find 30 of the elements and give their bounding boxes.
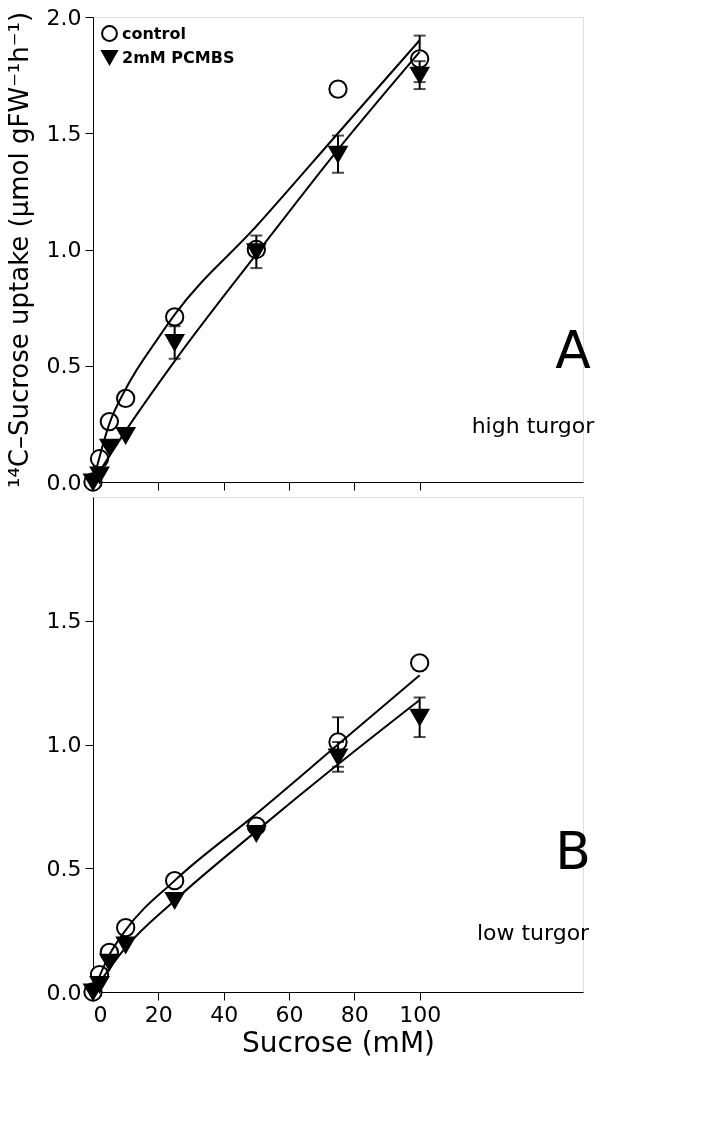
y-tick-label: 0.0 xyxy=(46,469,82,495)
y-tick-label: 0.0 xyxy=(46,979,82,1005)
y-tick-label: 0.5 xyxy=(46,353,82,379)
y-tick-label: 2.0 xyxy=(46,4,82,30)
y-tick-label: 1.5 xyxy=(46,120,82,146)
point xyxy=(328,748,348,766)
point xyxy=(116,427,136,444)
x-axis-title: Sucrose (mM) xyxy=(242,1025,435,1059)
annotation: high turgor xyxy=(471,413,596,439)
annotation: B xyxy=(555,821,591,882)
x-tick-label: 20 xyxy=(144,1001,173,1027)
x-tick-label: 80 xyxy=(340,1001,369,1027)
legend-label: 2mM PCMBS xyxy=(122,47,235,67)
x-tick-label: 60 xyxy=(275,1001,304,1027)
x-tick-label: 0 xyxy=(93,1001,108,1027)
x-tick-label: 40 xyxy=(210,1001,239,1027)
point xyxy=(410,708,430,726)
y-tick-label: 1.0 xyxy=(46,732,82,757)
point xyxy=(165,334,185,351)
point xyxy=(410,66,430,84)
y-axis-title: ¹⁴C–Sucrose uptake (μmol gFW⁻¹h⁻¹) xyxy=(3,11,34,489)
annotation: A xyxy=(555,319,592,380)
y-tick-label: 1.5 xyxy=(46,608,82,634)
annotation: low turgor xyxy=(476,919,591,945)
y-tick-label: 1.0 xyxy=(46,237,82,262)
y-tick-label: 0.5 xyxy=(46,855,82,881)
legend-label: control xyxy=(122,23,186,43)
x-tick-label: 100 xyxy=(399,1001,442,1027)
point xyxy=(328,79,348,99)
point xyxy=(410,653,430,673)
